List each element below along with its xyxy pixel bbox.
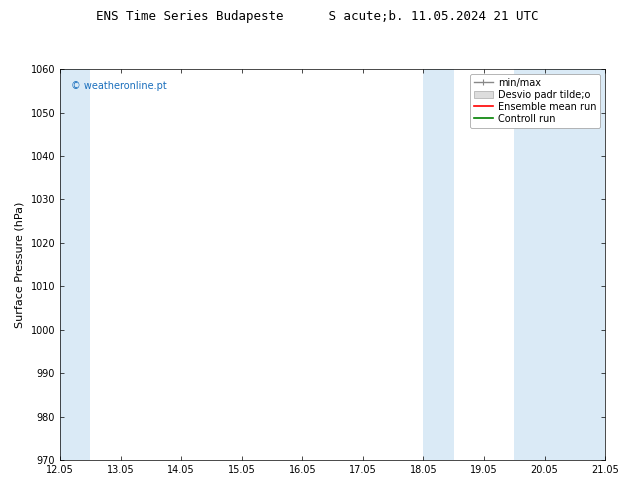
Bar [424, 69, 454, 460]
Text: ENS Time Series Budapeste      S acute;b. 11.05.2024 21 UTC: ENS Time Series Budapeste S acute;b. 11.… [96, 10, 538, 23]
Y-axis label: Surface Pressure (hPa): Surface Pressure (hPa) [15, 201, 25, 328]
Legend: min/max, Desvio padr tilde;o, Ensemble mean run, Controll run: min/max, Desvio padr tilde;o, Ensemble m… [470, 74, 600, 127]
Bar [60, 69, 90, 460]
Bar [514, 69, 605, 460]
Text: © weatheronline.pt: © weatheronline.pt [71, 81, 167, 91]
